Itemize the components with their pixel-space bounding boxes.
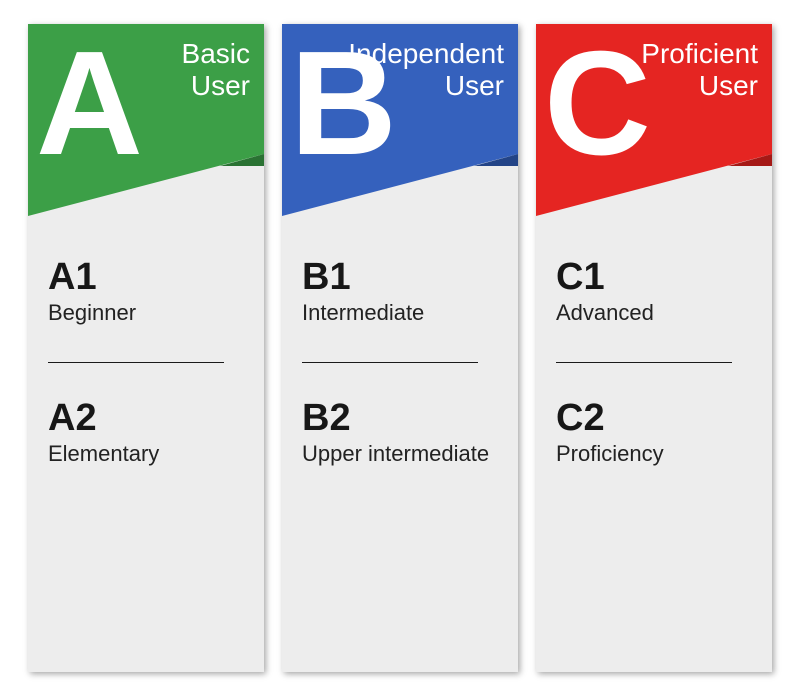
level-c1-code: C1	[556, 258, 752, 298]
card-c-letter: C	[544, 30, 647, 178]
card-a-divider	[48, 362, 224, 363]
level-b1-name: Intermediate	[302, 300, 498, 326]
level-c2-name: Proficiency	[556, 441, 752, 467]
level-a2: A2 Elementary	[48, 389, 244, 467]
level-c1: C1 Advanced	[556, 248, 752, 326]
level-b2: B2 Upper intermediate	[302, 389, 498, 467]
level-c2-code: C2	[556, 399, 752, 439]
card-a-header-fold	[220, 154, 264, 166]
card-a-title-line1: Basic	[182, 38, 250, 69]
card-a-header: A BasicUser	[28, 24, 264, 224]
card-b-body: B1 Intermediate B2 Upper intermediate	[282, 224, 518, 672]
level-a2-code: A2	[48, 399, 244, 439]
level-b2-code: B2	[302, 399, 498, 439]
level-c1-name: Advanced	[556, 300, 752, 326]
card-c-body: C1 Advanced C2 Proficiency	[536, 224, 772, 672]
cefr-infographic: A BasicUser A1 Beginner A2 Elementary B …	[0, 0, 800, 698]
level-a2-name: Elementary	[48, 441, 244, 467]
level-c2: C2 Proficiency	[556, 389, 752, 467]
card-a-body: A1 Beginner A2 Elementary	[28, 224, 264, 672]
card-c-header-fold	[728, 154, 772, 166]
level-a1-name: Beginner	[48, 300, 244, 326]
level-b1: B1 Intermediate	[302, 248, 498, 326]
card-b-title-line1: Independent	[348, 38, 504, 69]
level-b1-code: B1	[302, 258, 498, 298]
card-b-header: B IndependentUser	[282, 24, 518, 224]
card-b-title-line2: User	[445, 70, 504, 101]
card-c-title: ProficientUser	[641, 38, 758, 102]
level-a1: A1 Beginner	[48, 248, 244, 326]
card-c-divider	[556, 362, 732, 363]
card-b-divider	[302, 362, 478, 363]
card-c-header: C ProficientUser	[536, 24, 772, 224]
card-a-letter: A	[36, 30, 139, 178]
card-b-header-fold	[474, 154, 518, 166]
card-a-title-line2: User	[191, 70, 250, 101]
level-b2-name: Upper intermediate	[302, 441, 498, 467]
card-c: C ProficientUser C1 Advanced C2 Proficie…	[536, 24, 772, 672]
level-a1-code: A1	[48, 258, 244, 298]
card-a: A BasicUser A1 Beginner A2 Elementary	[28, 24, 264, 672]
card-b-title: IndependentUser	[348, 38, 504, 102]
card-c-title-line2: User	[699, 70, 758, 101]
card-a-title: BasicUser	[182, 38, 250, 102]
card-b: B IndependentUser B1 Intermediate B2 Upp…	[282, 24, 518, 672]
card-c-title-line1: Proficient	[641, 38, 758, 69]
